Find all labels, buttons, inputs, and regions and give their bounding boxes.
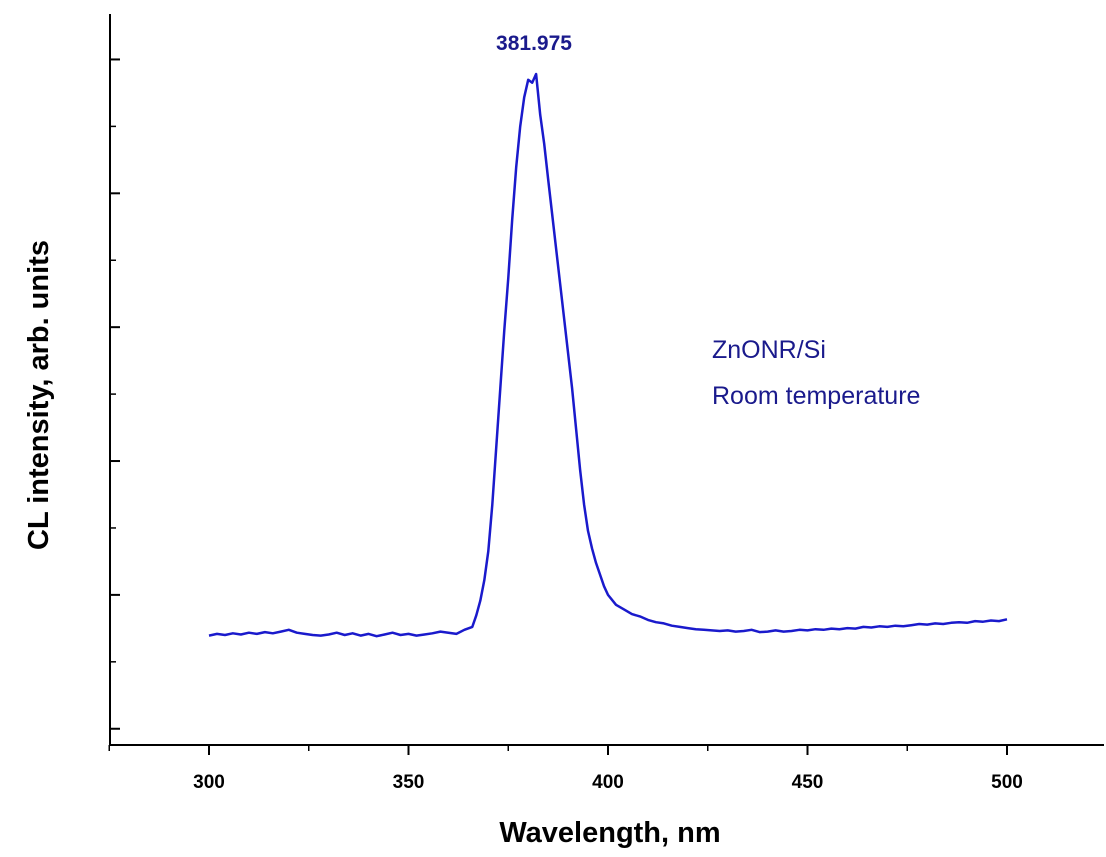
x-tick-label: 400	[592, 772, 624, 793]
cl-spectrum-line	[208, 72, 1008, 638]
x-tick-label: 350	[393, 772, 425, 793]
axes	[109, 14, 1104, 746]
sample-annotation: ZnONR/Si	[712, 336, 826, 364]
series-layer	[208, 72, 1008, 638]
x-axis-ticks: 300 350 400 450 500	[108, 745, 1023, 793]
x-tick-label: 300	[193, 772, 225, 793]
x-axis-title: Wavelength, nm	[499, 817, 720, 849]
y-axis-ticks	[110, 58, 120, 730]
y-axis-title: CL intensity, arb. units	[23, 240, 55, 550]
x-tick-label: 450	[792, 772, 824, 793]
temperature-annotation: Room temperature	[712, 382, 920, 410]
x-tick-label: 500	[991, 772, 1023, 793]
peak-label: 381.975	[496, 32, 572, 55]
